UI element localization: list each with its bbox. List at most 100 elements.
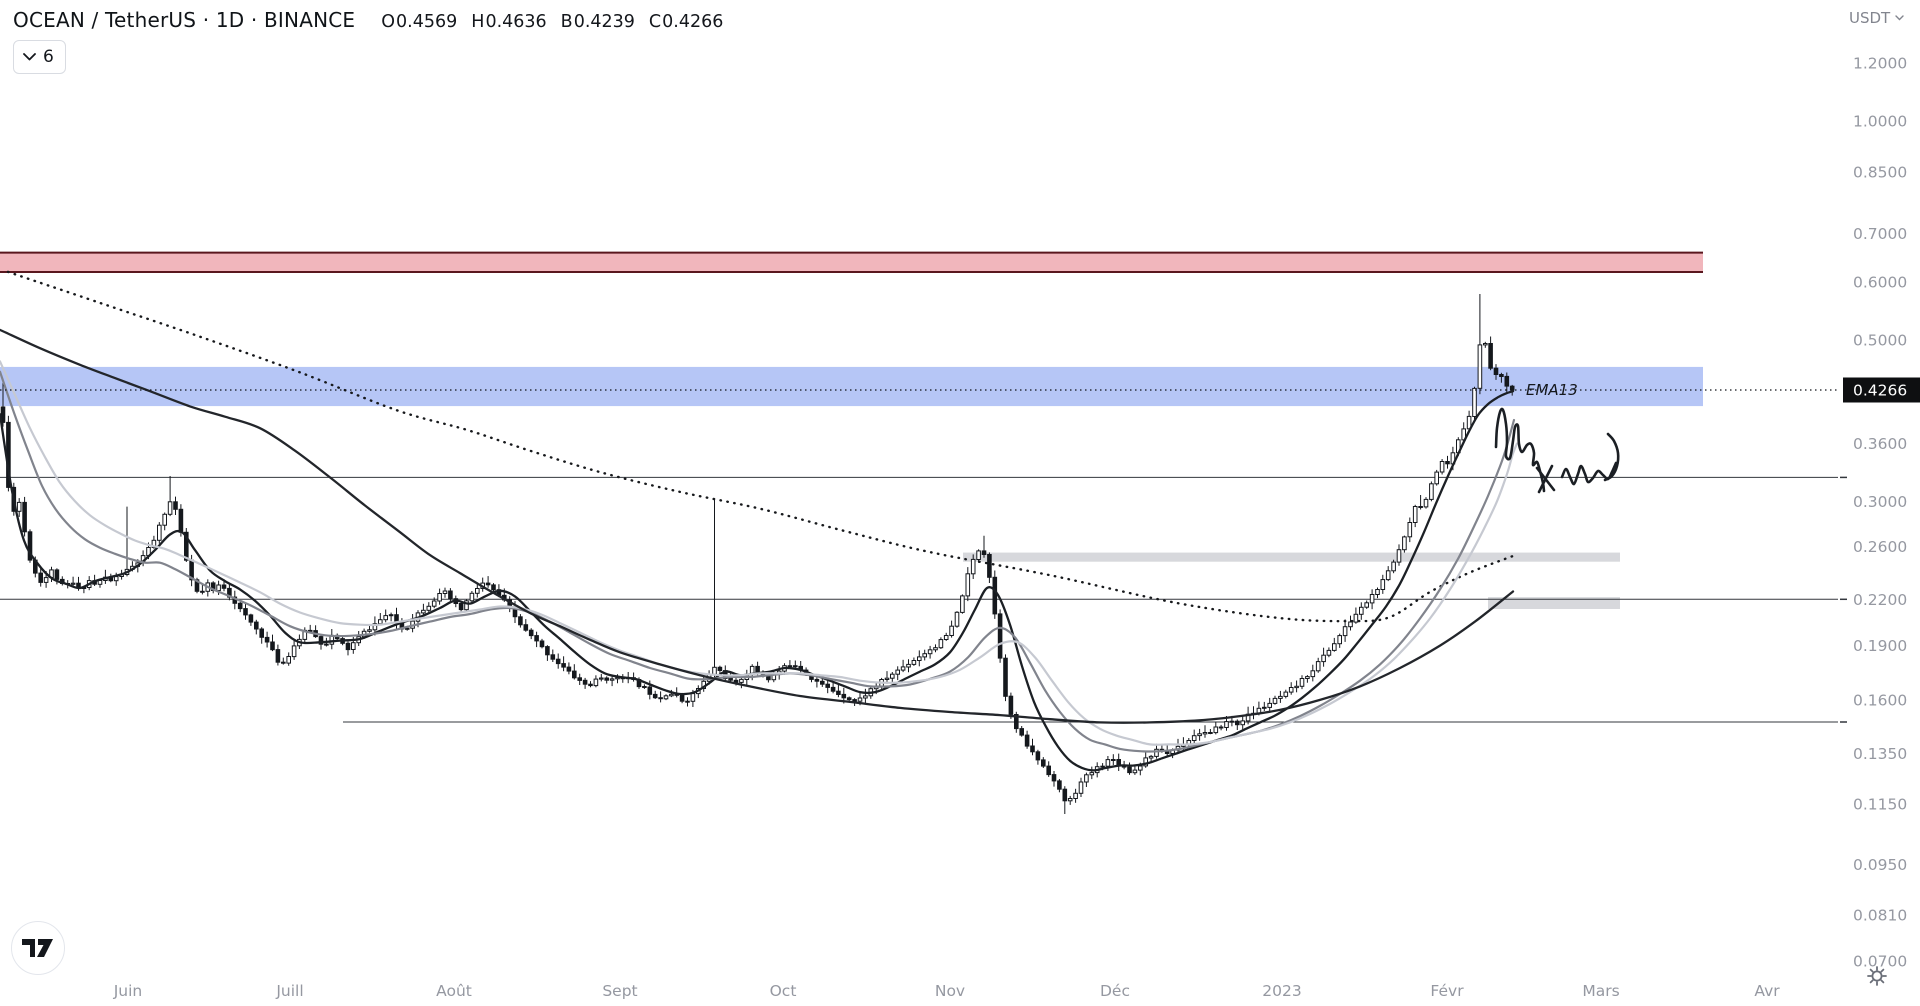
high-value: 0.4636: [485, 12, 547, 32]
candle-down: [1030, 745, 1035, 753]
ema13-label[interactable]: EMA13: [1526, 381, 1578, 399]
candle-down: [1509, 385, 1515, 391]
candle-up: [1369, 594, 1375, 604]
candle-down: [787, 665, 793, 668]
candle-down: [259, 628, 264, 638]
price-axis-label[interactable]: 0.8500: [1853, 164, 1907, 182]
price-axis-label[interactable]: 0.6000: [1853, 274, 1907, 292]
supply-zone-blue[interactable]: [0, 366, 1703, 407]
ma-line-ma-light-gray[interactable]: [0, 360, 1519, 746]
candle-up: [216, 584, 221, 591]
candle-down: [793, 665, 798, 668]
candle-down: [270, 641, 275, 651]
tradingview-logo[interactable]: [11, 921, 65, 975]
candle-down: [1019, 728, 1025, 736]
candle-up: [1267, 702, 1273, 708]
gray-zone-upper[interactable]: [963, 552, 1620, 562]
candle-up: [442, 590, 448, 594]
candle-up: [1359, 606, 1364, 615]
gray-zone-lower[interactable]: [1488, 597, 1620, 609]
indicators-collapse-chip[interactable]: 6: [13, 40, 66, 74]
time-axis-label-Juill[interactable]: Juill: [275, 982, 303, 1000]
price-axis-label[interactable]: 0.5000: [1853, 331, 1907, 349]
price-axis-label[interactable]: 0.0950: [1853, 856, 1907, 874]
candle-up: [1380, 579, 1386, 590]
hand-drawn-annotation-3[interactable]: [1560, 461, 1618, 486]
candle-down: [577, 677, 583, 681]
time-axis-label-Juin[interactable]: Juin: [113, 982, 143, 1000]
price-axis-label[interactable]: 0.1600: [1853, 691, 1907, 709]
time-axis-label-Févr[interactable]: Févr: [1430, 982, 1464, 1000]
price-axis-label[interactable]: 0.2600: [1853, 538, 1907, 556]
hand-drawn-annotation-4[interactable]: [1603, 432, 1620, 482]
candle-up: [1278, 695, 1283, 699]
time-axis-label-2023[interactable]: 2023: [1262, 982, 1301, 1000]
candle-down: [1051, 774, 1057, 782]
candle-up: [1272, 697, 1278, 704]
candle-up: [1477, 344, 1483, 389]
price-axis-label[interactable]: 0.1150: [1853, 796, 1907, 814]
price-axis-label[interactable]: 1.2000: [1853, 55, 1907, 73]
candle-down: [534, 635, 539, 642]
price-axis-label[interactable]: 0.7000: [1853, 225, 1907, 243]
candle-up: [286, 656, 291, 664]
candle-up: [1262, 706, 1267, 709]
candle-up: [863, 695, 868, 699]
price-axis-label[interactable]: 0.0700: [1853, 953, 1907, 971]
candle-down: [755, 665, 760, 673]
ma-line-ema13[interactable]: [0, 390, 1515, 772]
candle-down: [652, 693, 658, 699]
tradingview-logo-glyph: [22, 939, 53, 957]
time-axis-label-Oct[interactable]: Oct: [770, 982, 797, 1000]
hand-drawn-annotation-2[interactable]: [1537, 464, 1554, 494]
symbol-title[interactable]: OCEAN / TetherUS · 1D · BINANCE: [13, 8, 356, 32]
price-axis-label[interactable]: 0.0810: [1853, 907, 1907, 925]
candle-down: [1046, 765, 1052, 776]
candle-down: [717, 666, 723, 671]
price-axis-label[interactable]: 0.3000: [1853, 493, 1907, 511]
candle-up: [1326, 649, 1332, 656]
candle-up: [1407, 522, 1413, 538]
candle-down: [1488, 343, 1493, 369]
settings-gear-icon[interactable]: [1862, 961, 1892, 991]
price-axis-label[interactable]: 0.1900: [1853, 637, 1907, 655]
candle-down: [647, 686, 653, 695]
candle-down: [318, 636, 324, 645]
candle-down: [1035, 751, 1041, 761]
price-axis-label[interactable]: 1.0000: [1853, 112, 1907, 130]
candle-up: [922, 653, 928, 658]
price-axis-label[interactable]: 0.2200: [1853, 591, 1907, 609]
open-label: O: [381, 12, 396, 32]
time-axis-label-Mars[interactable]: Mars: [1582, 982, 1619, 1000]
ma-line-ma-mid-gray[interactable]: [0, 370, 1516, 753]
time-axis-label-Août[interactable]: Août: [436, 982, 472, 1000]
candle-up: [1472, 387, 1477, 417]
candle-up: [965, 573, 971, 597]
hand-drawn-annotation-0[interactable]: [1494, 407, 1546, 493]
time-axis-label-Déc[interactable]: Déc: [1100, 982, 1130, 1000]
candle-up: [431, 600, 437, 607]
candle-down: [248, 614, 254, 623]
time-axis-label-Avr[interactable]: Avr: [1754, 982, 1780, 1000]
candle-up: [367, 629, 372, 632]
candle-down: [1062, 788, 1068, 802]
candle-down: [814, 678, 820, 682]
candle-down: [561, 663, 566, 668]
time-axis-label-Sept[interactable]: Sept: [602, 982, 637, 1000]
ohlc-readout: O 0.4569 H 0.4636 B 0.4239 C 0.4266: [381, 12, 723, 32]
candle-down: [237, 602, 243, 610]
candle-down: [550, 654, 556, 660]
candle-down: [572, 670, 577, 679]
candle-down: [841, 693, 847, 699]
price-axis-label[interactable]: 0.1350: [1853, 745, 1907, 763]
time-axis-label-Nov[interactable]: Nov: [935, 982, 965, 1000]
dotted-long-ma-line[interactable]: [6, 270, 1515, 623]
ma-line-ma-slow-black[interactable]: [0, 328, 1515, 724]
resistance-zone-red[interactable]: [0, 252, 1703, 272]
candle-down: [555, 658, 561, 665]
price-axis-label[interactable]: 0.3600: [1853, 435, 1907, 453]
candle-down: [1041, 759, 1046, 767]
currency-selector[interactable]: USDT: [1849, 9, 1904, 27]
candle-up: [1299, 678, 1305, 687]
